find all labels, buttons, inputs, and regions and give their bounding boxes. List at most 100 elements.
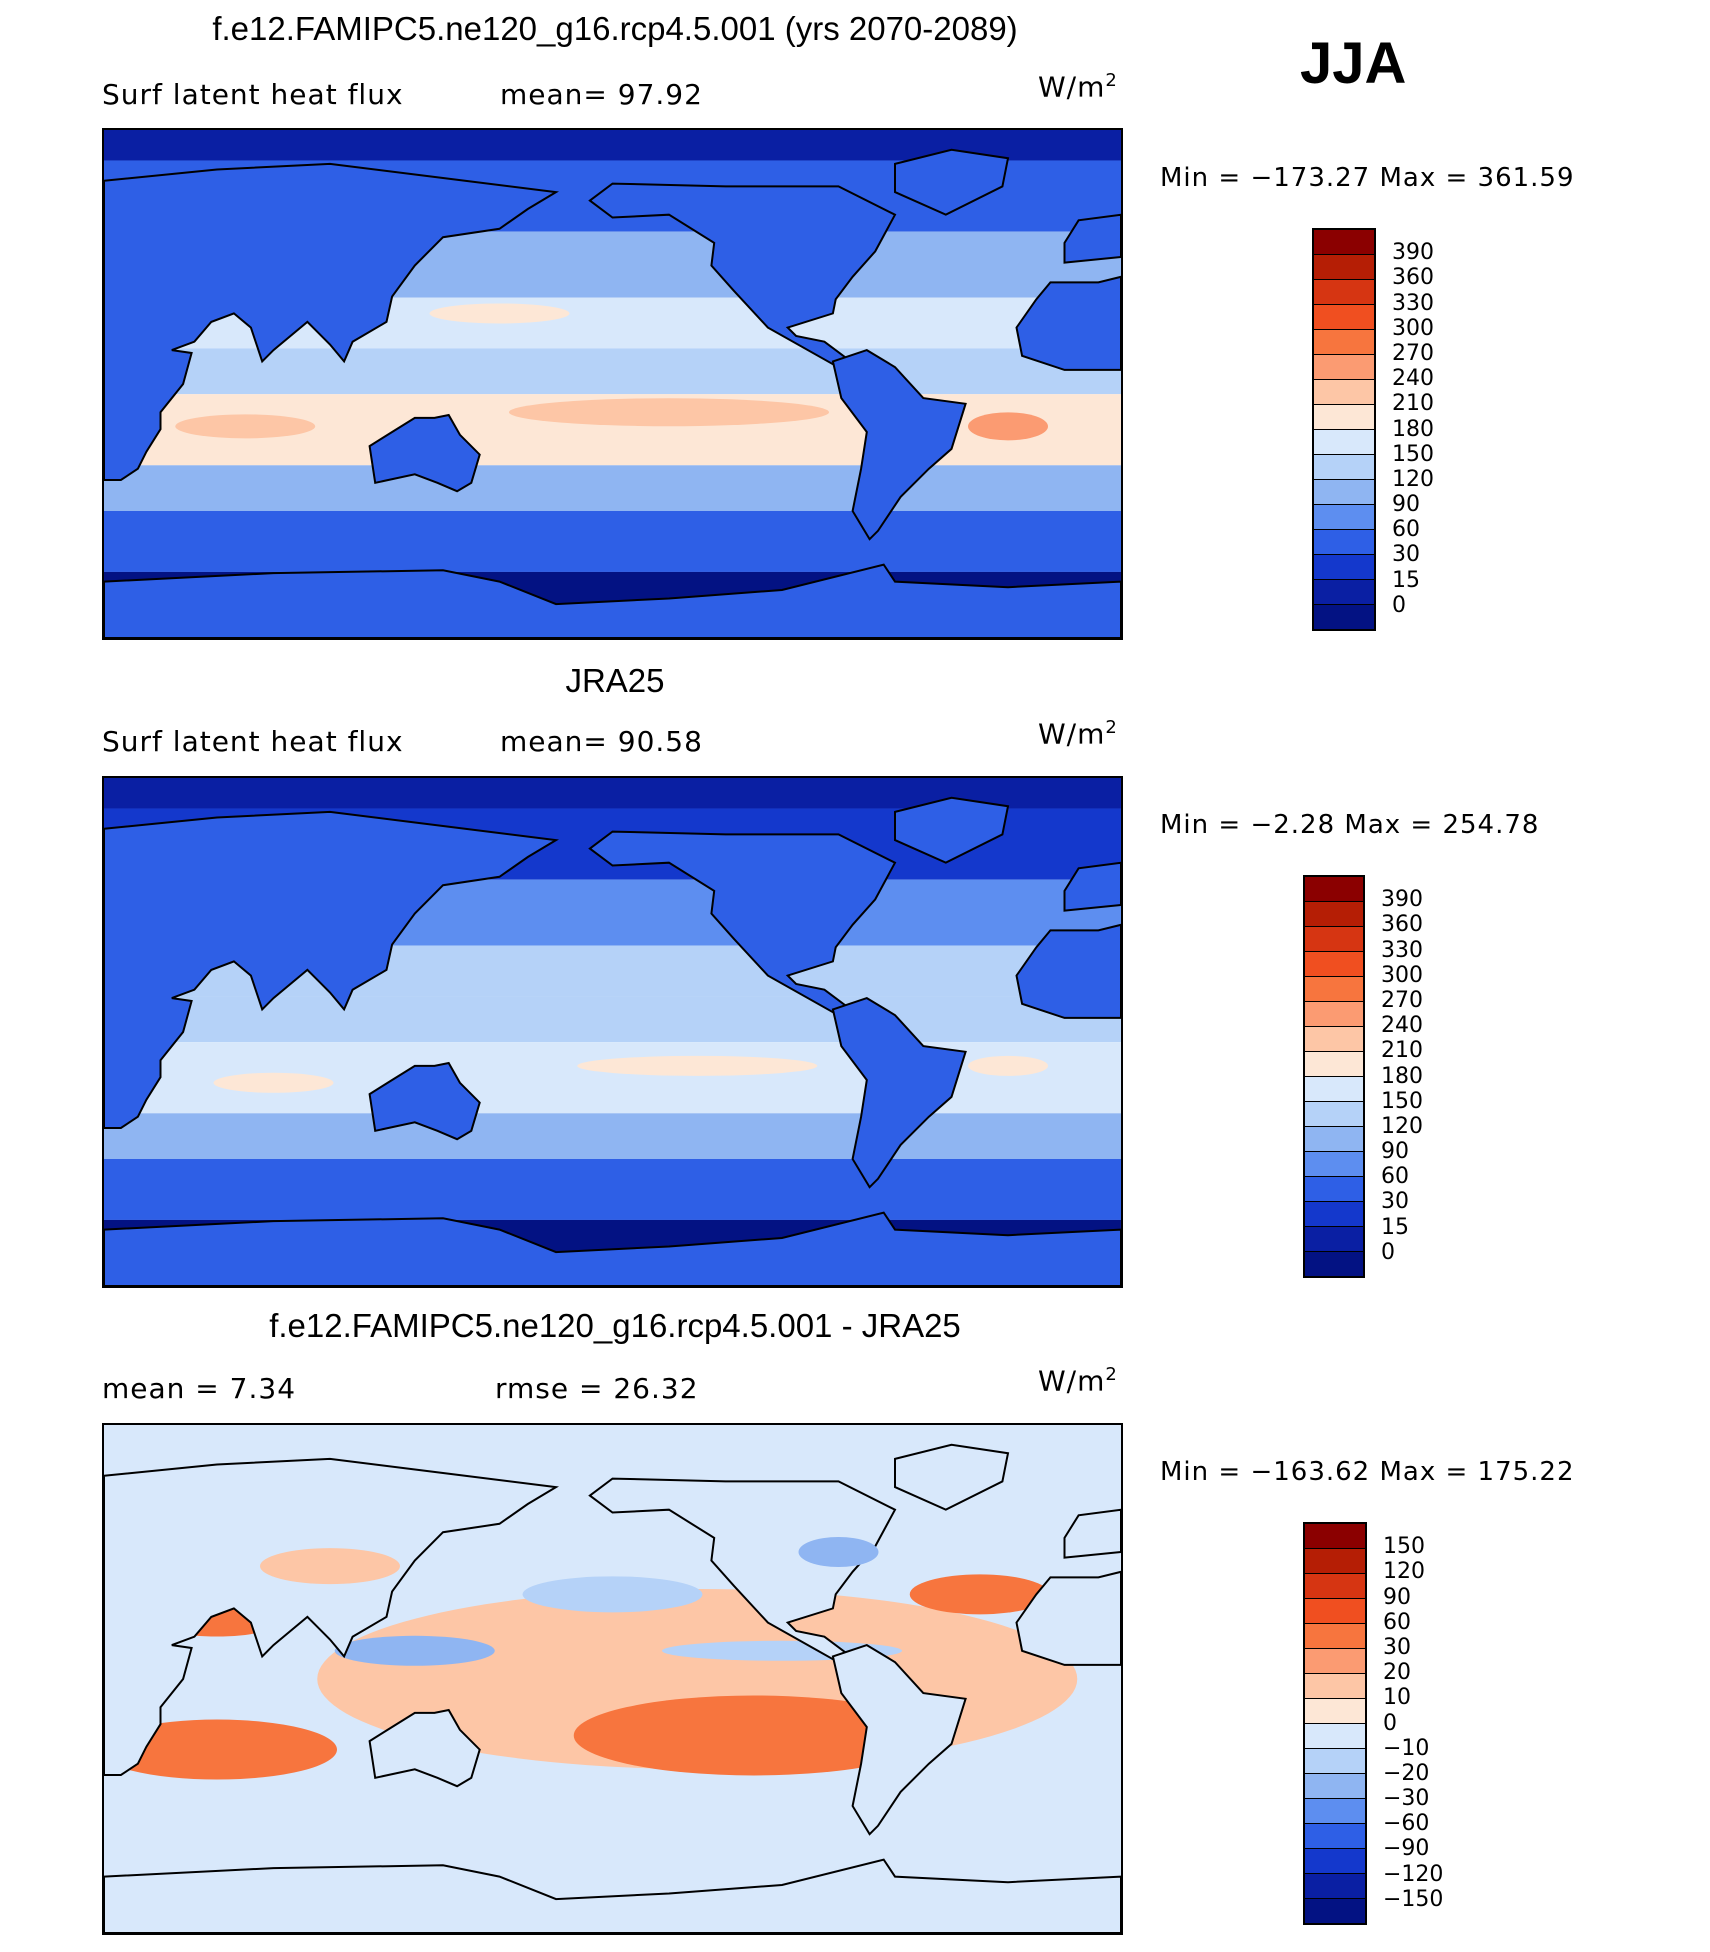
colorbar-label: −20	[1383, 1760, 1430, 1786]
colorbar-label: 390	[1392, 240, 1434, 266]
coastline-antarctica	[104, 1858, 1121, 1933]
colorbar-box	[1314, 429, 1374, 454]
colorbar-label: 0	[1383, 1710, 1397, 1736]
colorbar-label: 120	[1392, 466, 1434, 492]
colorbar-label: 210	[1392, 391, 1434, 417]
colorbar-label: 240	[1381, 1013, 1423, 1039]
colorbar-box	[1305, 1076, 1363, 1101]
season-label: JJA	[1300, 31, 1407, 96]
coastline-australia	[368, 1061, 481, 1141]
colorbar-label: 30	[1381, 1189, 1409, 1215]
panel-2-colorbar	[1303, 875, 1365, 1278]
colorbar-box	[1314, 454, 1374, 479]
colorbar-label: 90	[1383, 1584, 1411, 1610]
panel-3-mean: mean = 7.34	[102, 1372, 297, 1405]
colorbar-label: 90	[1392, 492, 1420, 518]
colorbar-label: 300	[1381, 962, 1423, 988]
colorbar-label: 300	[1392, 315, 1434, 341]
coastline-greenland	[894, 1443, 1010, 1511]
coastline-europeEdge	[1063, 1508, 1121, 1559]
panel-3-rmse: rmse = 26.32	[495, 1372, 699, 1405]
colorbar-label: 390	[1381, 887, 1423, 913]
colorbar-box	[1305, 1026, 1363, 1051]
colorbar-box	[1305, 1648, 1365, 1673]
colorbar-label: 120	[1381, 1113, 1423, 1139]
coastline-greenland	[894, 148, 1010, 216]
coastline-eurasiaAfrica	[104, 810, 560, 1129]
panel-3-colorbar	[1303, 1522, 1367, 1925]
colorbar-label: 330	[1392, 290, 1434, 316]
colorbar-label: 0	[1392, 592, 1406, 618]
coastline-westAfricaEdge	[1015, 275, 1121, 371]
colorbar-box	[1305, 1176, 1363, 1201]
coastline-sam	[831, 997, 967, 1189]
colorbar-label: 120	[1383, 1559, 1425, 1585]
panel-1-title: f.e12.FAMIPC5.ne120_g16.rcp4.5.001 (yrs …	[212, 10, 1018, 47]
colorbar-box	[1305, 1798, 1365, 1823]
coastline-sam	[831, 349, 967, 541]
colorbar-box	[1305, 901, 1363, 926]
panel-2-map	[102, 776, 1123, 1288]
colorbar-box	[1305, 1698, 1365, 1723]
colorbar-label: 20	[1383, 1660, 1411, 1686]
panel-3-map	[102, 1423, 1123, 1935]
colorbar-label: 270	[1381, 987, 1423, 1013]
panel-1-variable: Surf latent heat flux	[102, 78, 404, 111]
latitude-band	[104, 465, 1121, 511]
colorbar-box	[1305, 1823, 1365, 1848]
coastline-eurasiaAfrica	[104, 162, 560, 481]
colorbar-box	[1305, 1548, 1365, 1573]
field-anomaly	[522, 1576, 703, 1613]
colorbar-label: 270	[1392, 340, 1434, 366]
coastline-antarctica	[104, 563, 1121, 638]
panel-1-minmax: Min = −173.27 Max = 361.59	[1160, 163, 1575, 193]
colorbar-box	[1314, 504, 1374, 529]
colorbar-box	[1314, 554, 1374, 579]
coastline-westAfricaEdge	[1015, 923, 1121, 1019]
colorbar-label: 0	[1381, 1239, 1395, 1265]
colorbar-label: −30	[1383, 1786, 1430, 1812]
field-anomaly	[213, 1072, 334, 1093]
panel-1-units: W/m2	[1038, 70, 1118, 104]
colorbar-label: 90	[1381, 1139, 1409, 1165]
coastline-australia	[368, 413, 481, 493]
colorbar-label: −90	[1383, 1836, 1430, 1862]
colorbar-label: 360	[1392, 265, 1434, 291]
map-canvas	[104, 778, 1121, 1286]
panel-1-mean: mean= 97.92	[500, 78, 703, 111]
colorbar-box	[1305, 1226, 1363, 1251]
colorbar-label: −60	[1383, 1811, 1430, 1837]
colorbar-box	[1314, 329, 1374, 354]
colorbar-box	[1305, 1524, 1365, 1548]
colorbar-label: 60	[1381, 1164, 1409, 1190]
panel-1-colorbar	[1312, 228, 1376, 631]
coastline-nam	[588, 1477, 897, 1661]
colorbar-label: 15	[1381, 1214, 1409, 1240]
field-anomaly	[968, 1055, 1048, 1076]
colorbar-box	[1305, 976, 1363, 1001]
colorbar-box	[1305, 1151, 1363, 1176]
colorbar-box	[1305, 877, 1363, 901]
coastline-europeEdge	[1063, 213, 1121, 264]
coastline-antarctica	[104, 1211, 1121, 1286]
panel-2-units: W/m2	[1038, 717, 1118, 751]
colorbar-box	[1314, 579, 1374, 604]
colorbar-label: 30	[1392, 542, 1420, 568]
coastline-australia	[368, 1708, 481, 1788]
colorbar-label: 150	[1383, 1534, 1425, 1560]
colorbar-box	[1305, 1126, 1363, 1151]
colorbar-box	[1305, 926, 1363, 951]
colorbar-label: 150	[1381, 1088, 1423, 1114]
colorbar-box	[1305, 1598, 1365, 1623]
colorbar-box	[1305, 1773, 1365, 1798]
colorbar-label: 60	[1392, 517, 1420, 543]
colorbar-box	[1314, 230, 1374, 254]
colorbar-label: 15	[1392, 567, 1420, 593]
colorbar-label: −10	[1383, 1735, 1430, 1761]
colorbar-label: 330	[1381, 937, 1423, 963]
coastline-westAfricaEdge	[1015, 1570, 1121, 1666]
panel-2-mean: mean= 90.58	[500, 725, 703, 758]
panel-2-variable: Surf latent heat flux	[102, 725, 404, 758]
colorbar-box	[1314, 354, 1374, 379]
latitude-band	[104, 996, 1121, 1043]
